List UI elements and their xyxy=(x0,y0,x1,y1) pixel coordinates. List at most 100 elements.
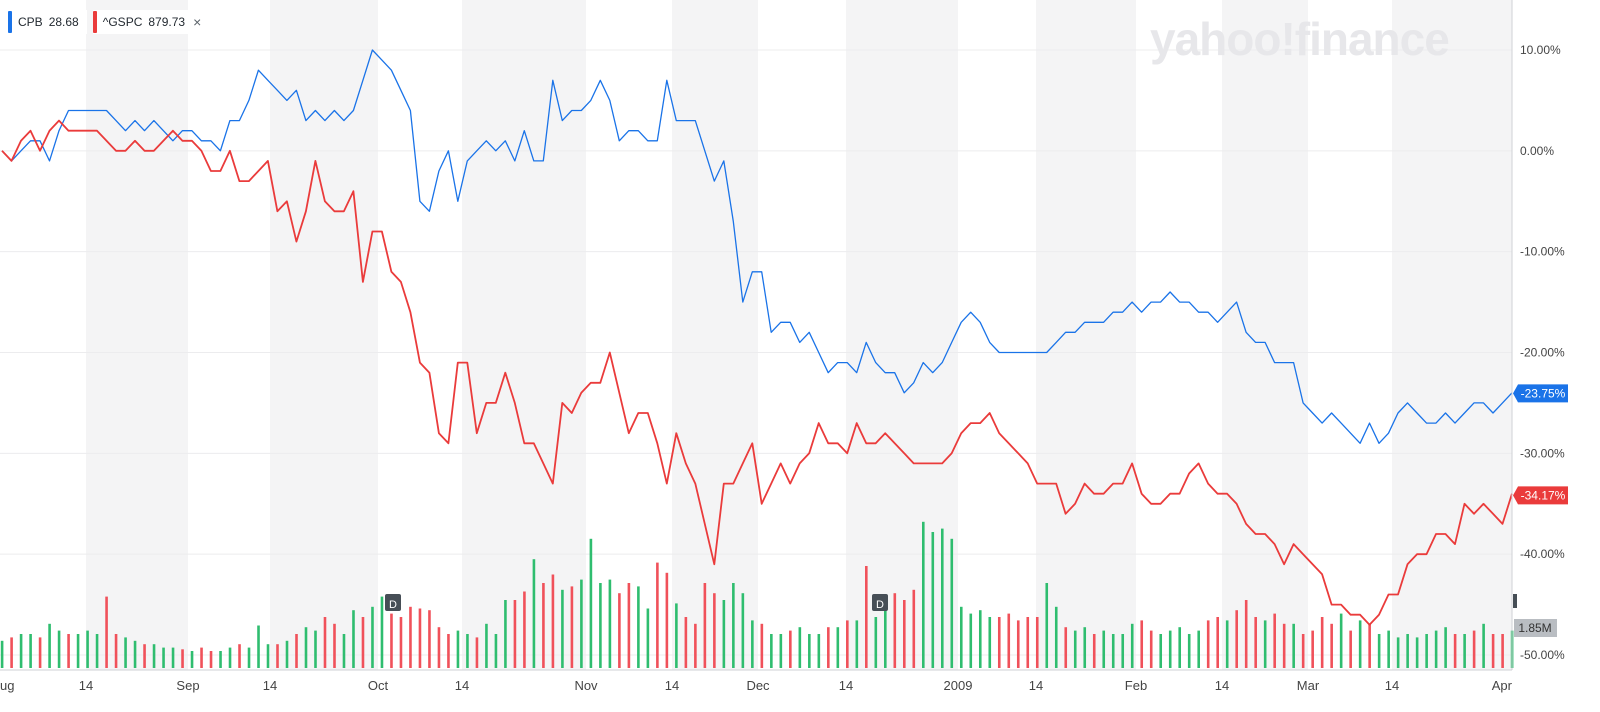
volume-bar xyxy=(1368,623,1371,668)
volume-bar xyxy=(931,532,935,668)
horizontal-gridlines xyxy=(0,49,1512,656)
volume-bar xyxy=(399,617,403,668)
volume-bar xyxy=(1425,634,1428,668)
volume-bar xyxy=(1225,620,1229,668)
volume-bar xyxy=(646,608,650,668)
volume-bar xyxy=(1035,617,1039,668)
volume-bar xyxy=(1073,630,1077,668)
volume-bar xyxy=(1083,627,1087,668)
volume-bar xyxy=(228,647,232,668)
volume-bar xyxy=(86,630,89,668)
badge-gspc: -34.17% xyxy=(1513,486,1568,505)
badge-cpb: -23.75% xyxy=(1513,384,1568,403)
volume-bar xyxy=(247,647,251,668)
legend-item-cpb[interactable]: CPB 28.68 xyxy=(8,10,87,34)
volume-bar xyxy=(694,623,697,668)
volume-bar xyxy=(1415,637,1419,668)
volume-bar xyxy=(447,634,450,668)
volume-bar xyxy=(456,630,460,668)
volume-bar xyxy=(371,606,374,668)
volume-bar xyxy=(171,647,175,668)
volume-bar xyxy=(618,593,621,668)
volume-bar xyxy=(627,583,631,668)
volume-bar xyxy=(105,596,108,668)
badge-volume-bg xyxy=(1514,619,1557,637)
volume-bar xyxy=(1121,634,1125,668)
x-tick-label: 14 xyxy=(263,678,277,693)
volume-bar xyxy=(1292,623,1295,668)
volume-bar xyxy=(817,634,821,668)
volume-bar xyxy=(10,637,13,668)
dividend-marker[interactable]: D xyxy=(872,594,888,611)
y-tick-label: -50.00% xyxy=(1520,648,1565,662)
volume-bar xyxy=(921,521,925,668)
x-tick-label: 14 xyxy=(1029,678,1043,693)
badge-cpb-bg xyxy=(1513,384,1568,403)
volume-bar xyxy=(304,627,308,668)
y-tick-label: 10.00% xyxy=(1520,43,1561,57)
volume-bar xyxy=(38,637,42,668)
volume-bar xyxy=(1453,634,1457,668)
volume-bar xyxy=(1301,634,1305,668)
volume-bar xyxy=(599,583,602,668)
badge-cpb-label: -23.75% xyxy=(1521,386,1566,400)
legend-item-gspc[interactable]: ^GSPC 879.73 × xyxy=(92,10,210,34)
volume-bar xyxy=(67,634,70,668)
series-line-cpb[interactable] xyxy=(1,49,1513,444)
cpb-color-swatch xyxy=(8,11,12,33)
volume-bar xyxy=(57,630,61,668)
volume-bar xyxy=(855,620,859,668)
volume-bar xyxy=(1045,583,1049,668)
volume-bar xyxy=(181,649,184,668)
badge-gspc-label: -34.17% xyxy=(1521,488,1566,502)
x-tick-label: 14 xyxy=(665,678,679,693)
volume-bar xyxy=(1339,613,1343,668)
volume-bar xyxy=(114,634,118,668)
volume-bar xyxy=(1406,634,1409,668)
volume-bar xyxy=(48,623,51,668)
volume-bar xyxy=(1140,620,1144,668)
volume-bar xyxy=(1254,617,1257,668)
volume-tick-marker xyxy=(1513,594,1517,608)
volume-bar xyxy=(551,574,555,668)
volume-bar xyxy=(76,634,80,668)
dividend-marker[interactable]: D xyxy=(385,594,401,611)
volume-bars xyxy=(0,521,1514,668)
dividend-marker-box xyxy=(872,594,888,611)
volume-bar xyxy=(19,634,23,668)
volume-bar xyxy=(570,586,574,668)
volume-bar xyxy=(1396,637,1400,668)
remove-comparison-icon[interactable]: × xyxy=(193,14,202,30)
volume-bar xyxy=(29,634,32,668)
volume-bar xyxy=(1491,634,1495,668)
month-band xyxy=(462,0,586,670)
volume-bar xyxy=(846,620,849,668)
dividend-marker-box xyxy=(385,594,401,611)
volume-bar xyxy=(390,613,393,668)
volume-bar xyxy=(978,610,982,668)
volume-bar xyxy=(361,617,365,668)
volume-bar xyxy=(494,634,498,668)
volume-bar xyxy=(285,640,289,668)
series-line-gspc[interactable] xyxy=(1,119,1513,626)
x-tick-label: 14 xyxy=(839,678,853,693)
volume-bar xyxy=(865,566,868,668)
legend-symbol-gspc: ^GSPC xyxy=(102,15,143,29)
month-band xyxy=(270,0,378,670)
volume-bar xyxy=(874,617,878,668)
volume-bar xyxy=(0,640,4,668)
volume-bar xyxy=(1102,630,1106,668)
x-tick-label: Nov xyxy=(574,678,598,693)
comparison-legend: CPB 28.68 ^GSPC 879.73 × xyxy=(8,10,210,34)
volume-bar xyxy=(589,538,593,668)
volume-bar xyxy=(903,600,906,668)
volume-bar xyxy=(1064,627,1068,668)
month-band xyxy=(1222,0,1308,670)
volume-bar xyxy=(485,623,488,668)
y-tick-label: -10.00% xyxy=(1520,245,1565,259)
x-tick-label: 14 xyxy=(1215,678,1229,693)
volume-bar xyxy=(466,634,469,668)
dividend-marker-label: D xyxy=(876,599,884,611)
dividend-marker-label: D xyxy=(389,599,397,611)
